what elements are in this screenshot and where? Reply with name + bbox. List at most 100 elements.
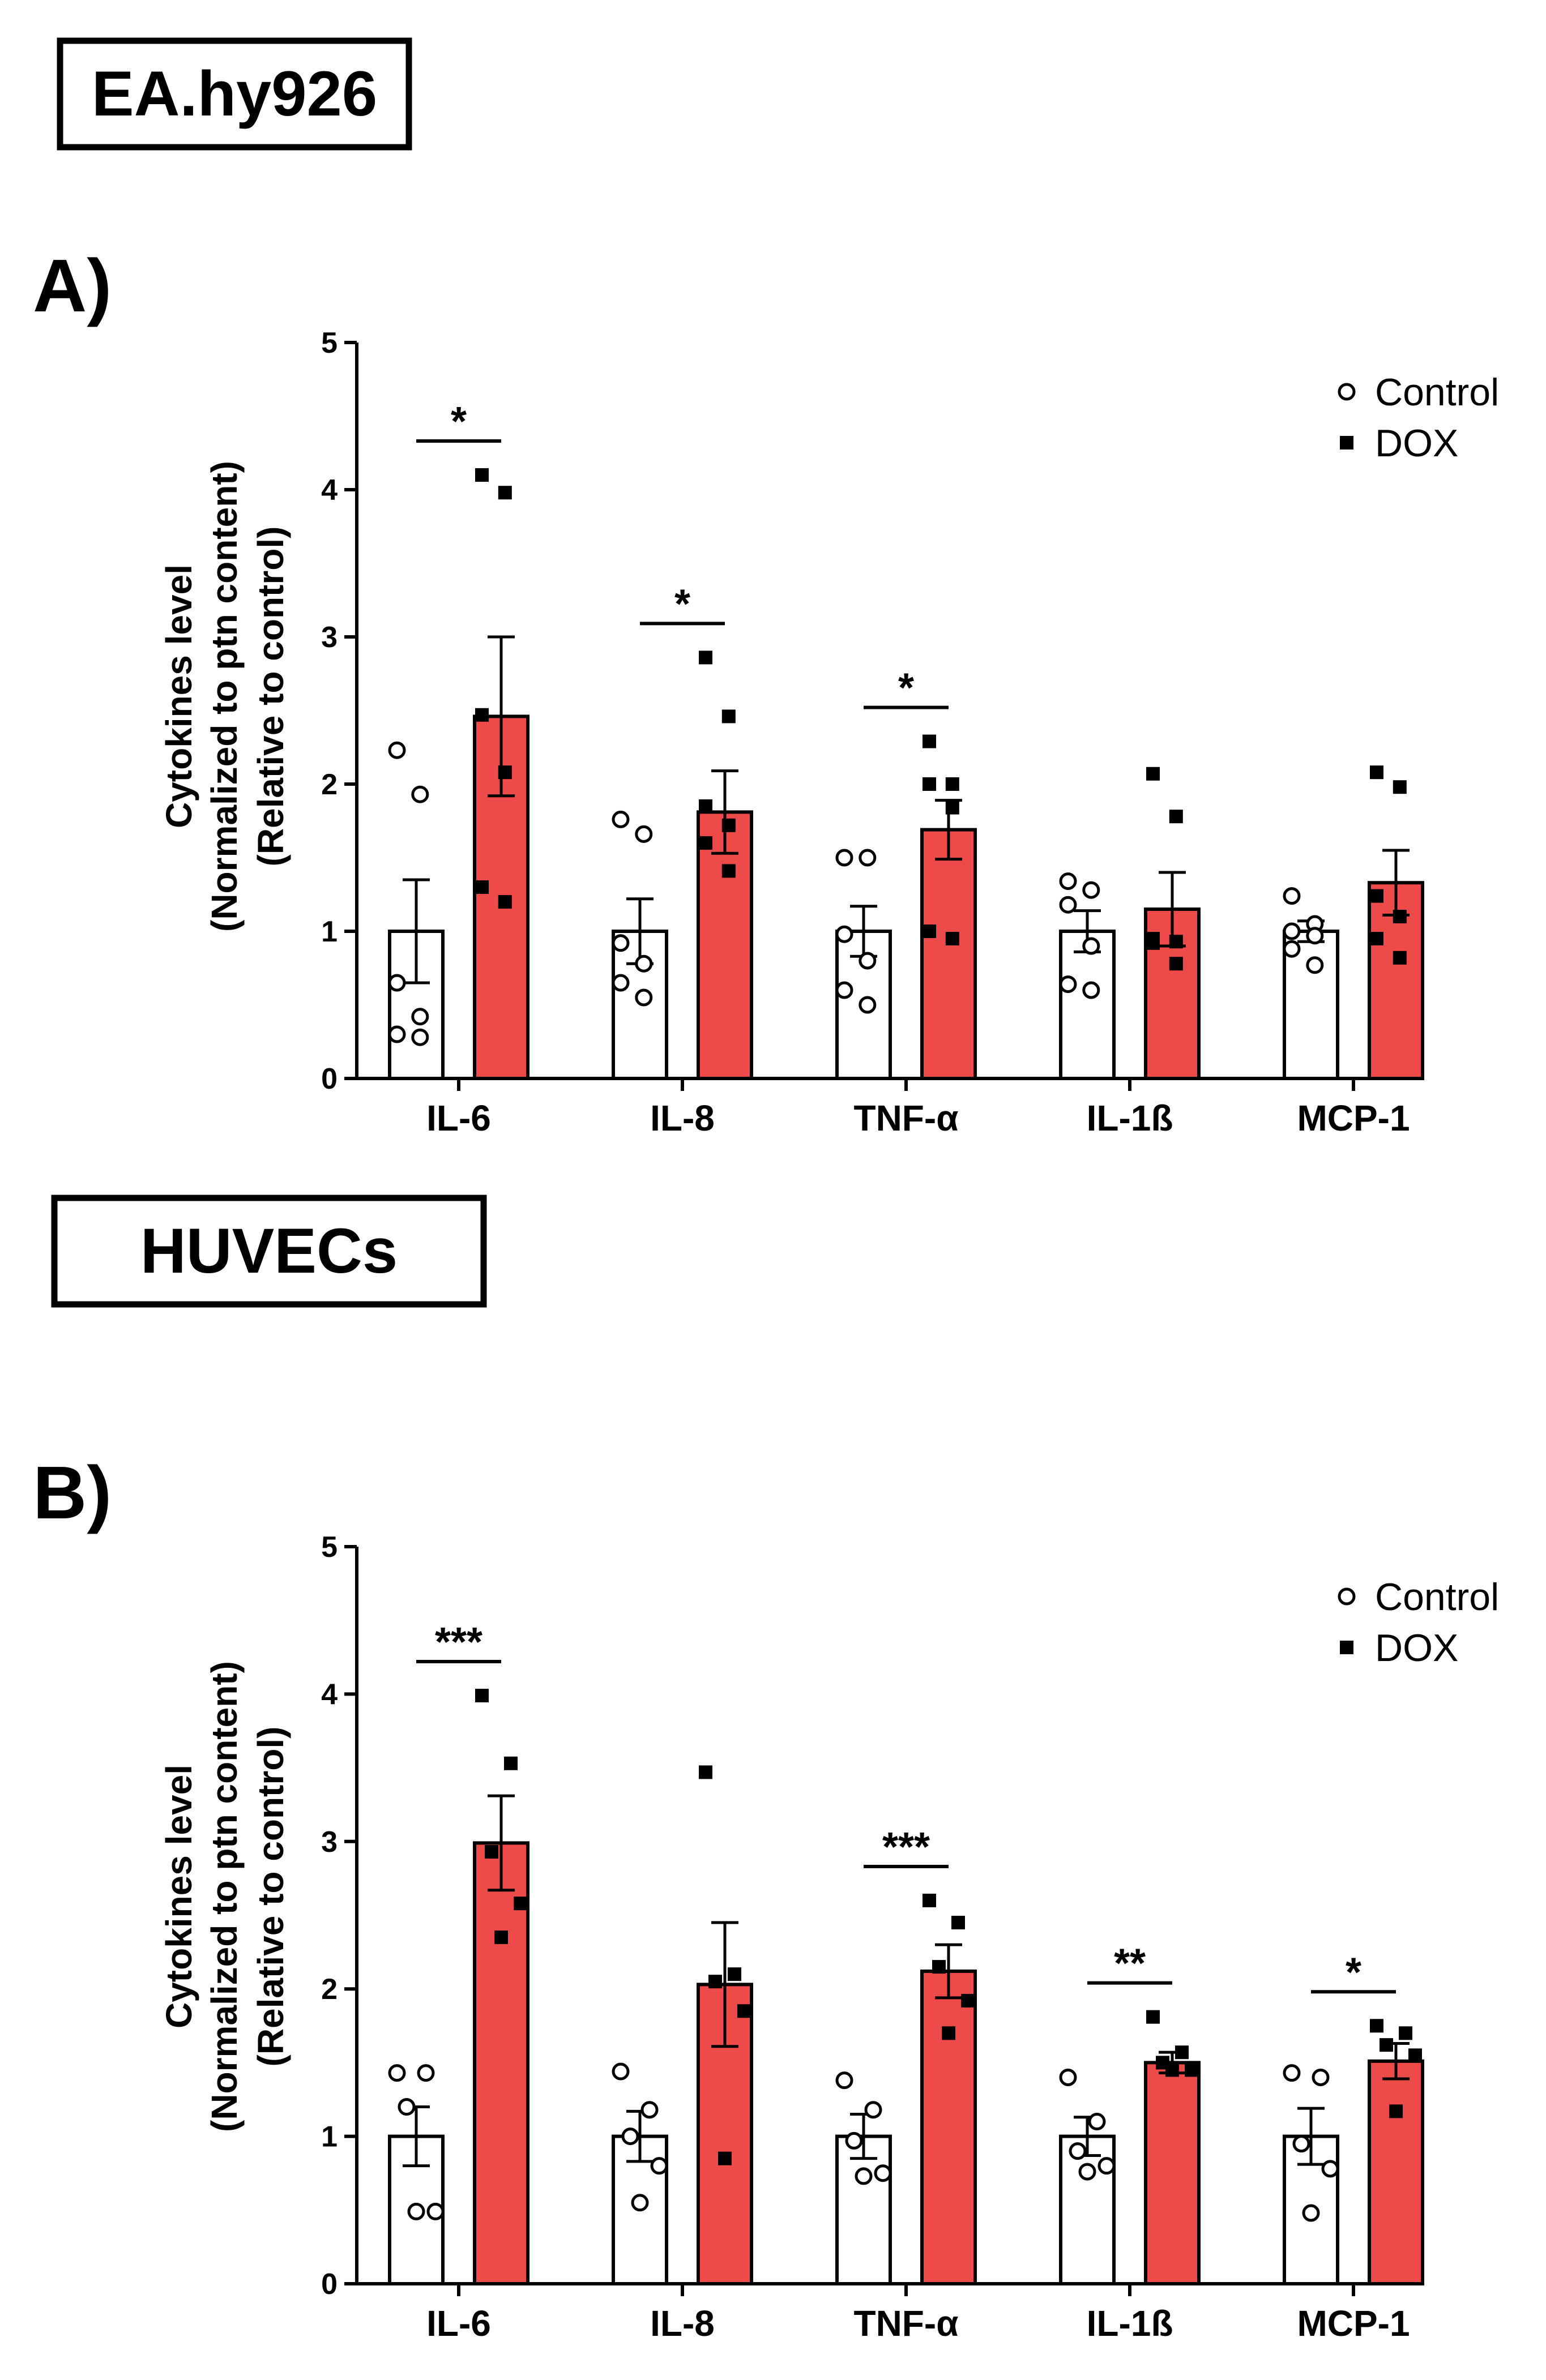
point-control-b-0-1 xyxy=(417,2064,435,2082)
point-control-b-1-3 xyxy=(650,2157,668,2175)
significance-marker-a-2: * xyxy=(898,666,914,711)
x-category-label-a-0: IL-6 xyxy=(426,1098,491,1138)
legend-marker-dox-b xyxy=(1340,1641,1353,1654)
point-dox-b-1-4 xyxy=(718,2151,732,2165)
point-control-b-1-2 xyxy=(621,2128,639,2146)
point-control-a-0-4 xyxy=(388,1025,406,1043)
point-dox-a-0-0 xyxy=(475,468,489,482)
point-control-a-1-3 xyxy=(635,954,653,973)
y-tick-label-b-2: 2 xyxy=(321,1973,338,2006)
point-control-b-3-2 xyxy=(1069,2142,1087,2160)
point-control-b-4-4 xyxy=(1302,2204,1320,2222)
cell-line-title-a: EA.hy926 xyxy=(92,58,377,129)
x-category-label-b-4: MCP-1 xyxy=(1297,2303,1410,2344)
point-dox-a-4-0 xyxy=(1370,765,1383,780)
significance-marker-b-3: ** xyxy=(1114,1941,1146,1987)
y-axis-label-b-line3: (Relative to control) xyxy=(250,1727,291,2067)
point-dox-b-0-2 xyxy=(485,1845,498,1859)
point-control-a-2-1 xyxy=(859,849,877,867)
point-dox-a-0-1 xyxy=(498,486,512,500)
point-control-b-4-1 xyxy=(1312,2068,1330,2086)
point-control-b-0-0 xyxy=(388,2064,406,2082)
y-tick-label-b-4: 4 xyxy=(321,1678,338,1711)
point-control-a-3-1 xyxy=(1082,881,1100,899)
point-control-a-3-3 xyxy=(1082,937,1100,955)
x-category-label-a-1: IL-8 xyxy=(650,1098,715,1138)
point-dox-a-2-5 xyxy=(945,932,959,945)
y-axis-label-b-line2: (Normalized to ptn content) xyxy=(204,1661,245,2132)
point-dox-b-4-0 xyxy=(1370,2019,1383,2033)
y-tick-label-b-0: 0 xyxy=(321,2268,338,2301)
point-dox-a-4-2 xyxy=(1370,889,1383,903)
point-control-b-1-0 xyxy=(612,2062,630,2081)
cell-line-box-b xyxy=(51,1195,487,1308)
significance-marker-a-1: * xyxy=(674,581,690,627)
point-control-b-0-2 xyxy=(398,2098,416,2116)
point-control-b-2-1 xyxy=(864,2101,882,2119)
x-category-label-b-0: IL-6 xyxy=(426,2303,491,2344)
point-dox-a-1-2 xyxy=(699,799,712,813)
cell-line-box-a xyxy=(57,37,412,151)
y-tick-label-a-3: 3 xyxy=(321,621,338,654)
point-dox-a-2-3 xyxy=(945,801,959,815)
significance-marker-a-0: * xyxy=(451,399,467,444)
point-dox-b-1-3 xyxy=(737,2004,751,2018)
y-tick-label-a-4: 4 xyxy=(321,474,338,507)
point-control-b-3-0 xyxy=(1059,2068,1077,2086)
point-dox-b-2-0 xyxy=(923,1893,936,1907)
point-dox-b-3-0 xyxy=(1146,2010,1160,2024)
x-category-label-b-2: TNF-α xyxy=(853,2303,958,2344)
x-category-label-b-3: IL-1ß xyxy=(1087,2303,1173,2344)
bar-control-b-2 xyxy=(835,2134,892,2286)
y-tick-label-a-1: 1 xyxy=(321,915,338,948)
x-category-label-a-2: TNF-α xyxy=(853,1098,958,1138)
point-control-a-1-2 xyxy=(612,934,630,952)
point-dox-a-1-3 xyxy=(721,818,736,832)
point-control-a-1-5 xyxy=(635,988,653,1007)
point-dox-b-3-4 xyxy=(1165,2063,1179,2077)
point-control-b-3-3 xyxy=(1097,2157,1116,2175)
y-axis-label-b-line1: Cytokines level xyxy=(159,1765,199,2028)
cell-line-title-b: HUVECs xyxy=(140,1215,398,1286)
point-dox-a-0-5 xyxy=(498,895,512,909)
point-dox-b-2-3 xyxy=(961,1994,975,2008)
y-axis-label-a-line2: (Normalized to ptn content) xyxy=(204,461,245,932)
point-control-a-4-4 xyxy=(1283,940,1301,958)
legend-marker-control-a xyxy=(1338,383,1356,401)
point-dox-a-3-5 xyxy=(1169,957,1183,971)
point-control-b-3-4 xyxy=(1078,2163,1096,2181)
point-control-a-2-3 xyxy=(859,952,877,970)
point-control-a-4-3 xyxy=(1306,927,1324,945)
significance-marker-b-2: *** xyxy=(882,1825,930,1870)
bar-dox-a-2 xyxy=(920,828,977,1080)
point-control-a-0-2 xyxy=(388,974,406,992)
point-dox-b-3-1 xyxy=(1175,2045,1189,2060)
point-dox-b-0-3 xyxy=(514,1897,527,1911)
point-control-a-3-2 xyxy=(1059,896,1077,914)
point-control-a-4-5 xyxy=(1306,956,1324,974)
point-control-b-4-3 xyxy=(1321,2160,1339,2178)
bar-dox-b-3 xyxy=(1144,2061,1201,2285)
legend-label-control-a: Control xyxy=(1375,371,1499,414)
point-dox-a-4-5 xyxy=(1393,951,1407,965)
bar-dox-b-1 xyxy=(697,1983,753,2285)
point-dox-a-3-1 xyxy=(1169,810,1183,824)
point-dox-a-2-2 xyxy=(923,777,936,791)
x-category-label-b-1: IL-8 xyxy=(650,2303,715,2344)
point-dox-a-4-4 xyxy=(1370,932,1383,945)
point-dox-b-4-2 xyxy=(1380,2038,1393,2052)
point-dox-a-4-1 xyxy=(1393,780,1407,794)
point-control-b-0-4 xyxy=(407,2202,425,2220)
point-dox-a-2-4 xyxy=(923,924,936,938)
plot-area-a: 0 1 2 3 4 5 IL-6 IL-8 TNF-α IL-1ß MCP-1 * * * xyxy=(321,327,1424,1138)
point-control-b-4-0 xyxy=(1283,2064,1301,2082)
significance-marker-b-4: * xyxy=(1346,1950,1361,1995)
point-control-a-2-5 xyxy=(859,996,877,1014)
point-control-a-3-0 xyxy=(1059,872,1077,891)
legend-label-dox-a: DOX xyxy=(1375,422,1458,465)
point-control-a-0-5 xyxy=(411,1028,429,1046)
y-tick-label-a-0: 0 xyxy=(321,1063,338,1095)
point-control-a-1-1 xyxy=(635,825,653,843)
